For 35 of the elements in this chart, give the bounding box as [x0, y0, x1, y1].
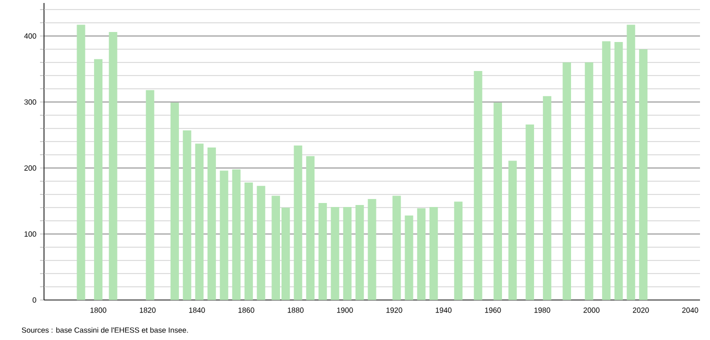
bar — [94, 59, 102, 300]
bar — [508, 160, 517, 300]
bar — [614, 42, 623, 300]
bar — [146, 90, 154, 300]
bar — [306, 156, 315, 300]
bar — [170, 102, 179, 300]
bar — [330, 206, 340, 300]
bar — [294, 146, 302, 300]
bar — [392, 196, 401, 300]
bar — [584, 62, 594, 300]
bar — [602, 41, 610, 300]
bar — [318, 202, 327, 300]
bar — [526, 124, 534, 300]
bar — [454, 202, 463, 300]
bar — [208, 148, 216, 300]
bar — [232, 169, 241, 300]
bar — [368, 199, 376, 300]
bar — [562, 62, 572, 300]
bar — [244, 182, 253, 300]
bar — [474, 70, 482, 300]
bar — [355, 204, 364, 300]
bar — [195, 144, 204, 300]
bar — [220, 170, 228, 300]
bar — [108, 32, 118, 300]
bar — [429, 206, 438, 300]
bar — [404, 216, 414, 300]
bar — [417, 208, 426, 300]
bar — [494, 102, 502, 300]
bar — [182, 130, 192, 300]
bar — [626, 24, 636, 300]
bar — [76, 24, 86, 300]
bar — [343, 206, 352, 300]
bar — [639, 49, 648, 300]
bar — [542, 96, 552, 300]
bar — [256, 186, 266, 300]
